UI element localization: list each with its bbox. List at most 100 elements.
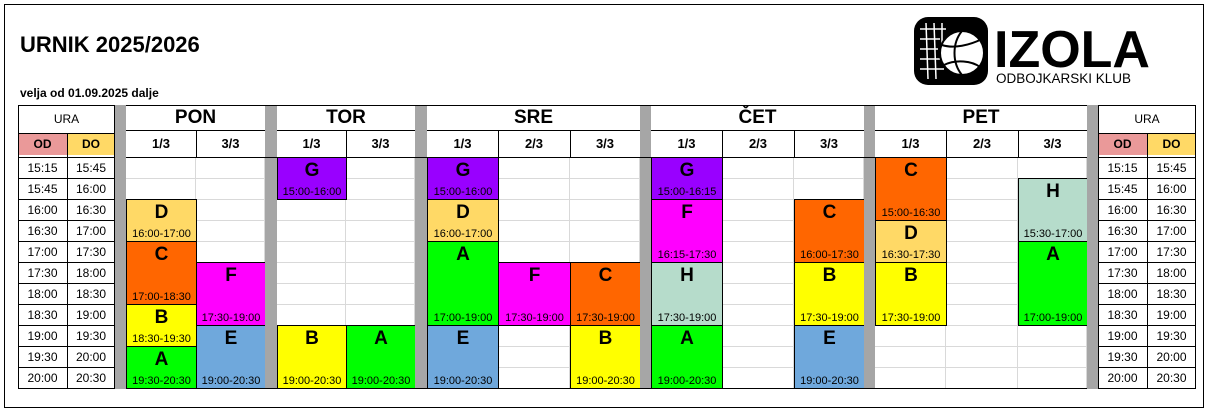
session-time: 17:30-19:00 [881,312,941,324]
time-to: 17:30 [75,244,107,259]
gridline [946,220,1018,221]
row-line [18,325,115,326]
court-header: 2/3 [748,136,768,151]
day-header: PET [962,106,1000,128]
border [1098,388,1196,389]
session-block: A 19:30-20:30 [126,346,197,389]
divider [126,130,265,131]
divider [498,130,499,157]
session-block: B 19:00-20:30 [570,325,641,389]
divider [277,130,415,131]
session-time: 19:00-20:30 [800,375,859,387]
gridline [722,283,794,284]
gridline [794,178,864,179]
gridline [346,262,415,263]
divider [1018,130,1019,157]
time-from: 17:00 [27,244,58,259]
gridline [875,367,946,368]
session-time: 18:30-19:30 [132,333,191,345]
session-time: 15:00-16:15 [657,186,717,198]
ura-header-left: URA [53,112,80,126]
time-to: 20:00 [1156,349,1187,364]
session-block: A 17:00-19:00 [427,241,499,326]
time-from: 19:00 [1107,328,1138,343]
gridline [277,304,346,305]
session-time: 17:30-19:00 [576,312,635,324]
border [114,105,115,388]
session-block: B 17:30-19:00 [794,262,865,326]
gridline [946,241,1018,242]
gridline [722,178,794,179]
gridline [498,241,570,242]
time-from: 15:15 [27,160,58,175]
gridline [875,346,946,347]
club-logo: IZOLA ODBOJKARSKI KLUB [912,15,1188,87]
do-header: DO [67,133,115,155]
border [126,157,1087,158]
gridline [722,199,794,200]
session-block: B 18:30-19:30 [126,304,197,347]
court-header: 3/3 [595,136,615,151]
time-from: 20:00 [27,370,58,385]
gridline [196,199,265,200]
page-title: URNIK 2025/2026 [20,32,200,57]
gridline [346,304,415,305]
time-from: 18:30 [1107,307,1138,322]
gridline [498,220,570,221]
border [126,388,1087,389]
session-time: 17:30-19:00 [201,312,261,324]
session-group-letter: F [681,202,693,223]
divider [651,130,864,131]
session-block: A 19:00-20:30 [346,325,416,389]
session-block: H 17:30-19:00 [651,262,723,326]
session-time: 16:00-17:00 [132,228,191,240]
border [18,133,115,134]
gridline [1017,157,1018,388]
time-from: 15:15 [1107,160,1138,175]
time-to: 16:30 [75,202,107,217]
gridline [498,178,570,179]
gridline [346,220,415,221]
time-to: 16:00 [75,181,107,196]
gridline [793,157,794,388]
session-time: 19:30-20:30 [132,375,191,387]
session-group-letter: F [528,265,541,286]
time-from: 19:30 [1107,349,1138,364]
session-group-letter: G [304,160,320,181]
gridline [946,367,1018,368]
session-block: C 17:00-18:30 [126,241,197,305]
od-header: OD [18,133,67,155]
gridline [1018,346,1087,347]
border [1098,105,1196,106]
session-group-letter: E [823,328,836,349]
divider [722,130,723,157]
time-from: 19:30 [27,349,58,364]
session-group-letter: C [154,244,169,265]
gridline [722,367,794,368]
time-from: 16:30 [27,223,58,238]
gridline [126,178,196,179]
session-block: C 17:30-19:00 [570,262,641,326]
gridline [946,283,1018,284]
border [1147,133,1148,388]
session-block: D 16:00-17:00 [427,199,499,242]
day-separator [115,105,126,389]
session-group-letter: B [305,328,319,349]
court-header: 3/3 [371,136,390,151]
time-from: 15:45 [27,181,58,196]
time-from: 17:30 [1107,265,1138,280]
session-group-letter: A [374,328,388,349]
time-to: 18:00 [75,265,107,280]
session-group-letter: B [154,307,169,328]
session-group-letter: D [904,223,918,244]
time-to: 18:30 [75,286,107,301]
border [1098,133,1196,134]
row-line [18,241,115,242]
session-time: 16:00-17:30 [800,249,859,261]
gridline [277,262,346,263]
court-header: 1/3 [901,136,920,151]
day-separator [864,105,875,389]
time-from: 16:00 [27,202,58,217]
day-header: TOR [326,106,366,128]
time-from: 18:00 [27,286,58,301]
